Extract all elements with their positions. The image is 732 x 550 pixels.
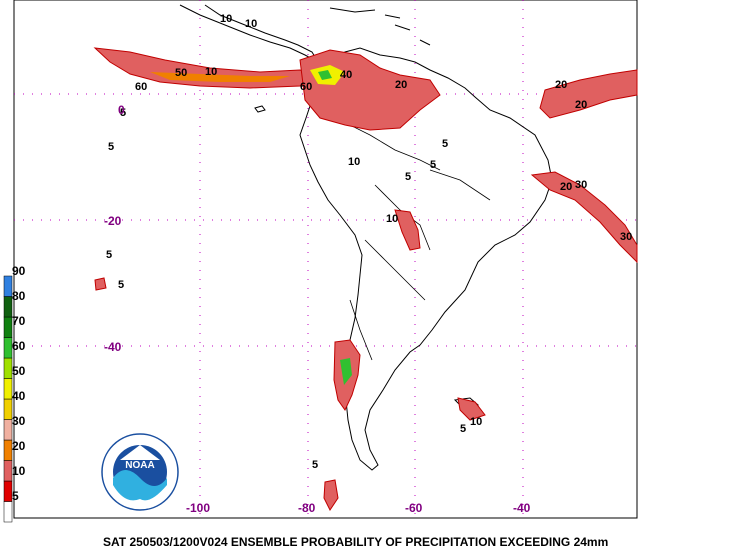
legend-label: 10 bbox=[12, 464, 26, 478]
lat-tick-label: -20 bbox=[104, 214, 122, 228]
contour-label: 20 bbox=[395, 79, 407, 91]
precip-area-falklands bbox=[457, 397, 486, 421]
legend-swatch bbox=[3, 357, 13, 379]
contour-label: 10 bbox=[220, 13, 232, 25]
precip-area-chile-high bbox=[340, 358, 352, 385]
legend-swatch bbox=[3, 275, 13, 297]
south-america-coast bbox=[299, 47, 553, 471]
precip-area-bolivia bbox=[394, 209, 421, 251]
precip-area-west-pacific bbox=[94, 277, 107, 291]
noaa-logo: NOAA bbox=[101, 433, 179, 511]
latitude-tick-labels: 0 -20 -40 bbox=[104, 103, 125, 354]
legend-label: 80 bbox=[12, 289, 26, 303]
contour-label: 20 bbox=[560, 181, 572, 193]
galapagos-islands bbox=[254, 105, 266, 113]
contour-label: 5 bbox=[405, 171, 411, 183]
contour-label: 50 bbox=[175, 67, 187, 79]
legend-swatch bbox=[3, 501, 13, 523]
contour-label: 5 bbox=[120, 107, 126, 119]
precip-area-atlantic-ne bbox=[539, 69, 638, 119]
precip-area-colombia-mid bbox=[318, 70, 332, 80]
contour-label: 5 bbox=[442, 138, 448, 150]
contour-label: 30 bbox=[575, 179, 587, 191]
contour-label: 20 bbox=[555, 79, 567, 91]
legend-swatch bbox=[3, 460, 13, 482]
contour-label: 60 bbox=[300, 81, 312, 93]
contour-label: 5 bbox=[312, 459, 318, 471]
legend-swatch bbox=[3, 316, 13, 338]
legend-labels: 5 10 20 30 40 50 60 70 80 90 bbox=[12, 264, 26, 503]
contour-label: 5 bbox=[108, 141, 114, 153]
legend-swatch bbox=[3, 439, 13, 461]
legend-label: 40 bbox=[12, 389, 26, 403]
map-caption: SAT 250503/1200V024 ENSEMBLE PROBABILITY… bbox=[103, 535, 609, 549]
logo-bird bbox=[120, 445, 160, 460]
precip-area-tierra-del-fuego bbox=[323, 479, 339, 511]
legend-label: 90 bbox=[12, 264, 26, 278]
legend-label: 30 bbox=[12, 414, 26, 428]
legend-swatch bbox=[3, 337, 13, 359]
legend-swatch bbox=[3, 480, 13, 502]
lat-tick-label: 0 bbox=[118, 103, 125, 117]
contour-label: 5 bbox=[430, 159, 436, 171]
contour-labels: 5 5 5 5 5 5 5 5 5 10 10 10 10 10 10 20 2… bbox=[106, 13, 632, 471]
lat-tick-label: -40 bbox=[104, 340, 122, 354]
logo-text: NOAA bbox=[125, 460, 154, 471]
legend-label: 60 bbox=[12, 339, 26, 353]
contour-label: 10 bbox=[205, 66, 217, 78]
precipitation-areas bbox=[93, 47, 638, 511]
contour-label: 30 bbox=[620, 231, 632, 243]
legend-label: 20 bbox=[12, 439, 26, 453]
caribbean-islands bbox=[329, 7, 431, 46]
color-legend bbox=[3, 275, 13, 523]
longitude-tick-labels: -100 -80 -60 -40 bbox=[186, 501, 531, 515]
contour-label: 10 bbox=[470, 416, 482, 428]
precip-area-pacific-core bbox=[150, 72, 290, 82]
legend-swatch bbox=[3, 296, 13, 318]
contour-label: 10 bbox=[348, 156, 360, 168]
legend-swatch bbox=[3, 398, 13, 420]
lon-tick-label: -100 bbox=[186, 501, 210, 515]
contour-label: 5 bbox=[460, 423, 466, 435]
contour-label: 60 bbox=[135, 81, 147, 93]
contour-label: 10 bbox=[245, 18, 257, 30]
lon-tick-label: -40 bbox=[513, 501, 531, 515]
contour-label: 5 bbox=[106, 249, 112, 261]
lon-tick-label: -60 bbox=[405, 501, 423, 515]
lon-tick-label: -80 bbox=[298, 501, 316, 515]
contour-label: 20 bbox=[575, 99, 587, 111]
legend-swatch bbox=[3, 419, 13, 441]
contour-label: 40 bbox=[340, 69, 352, 81]
legend-label: 70 bbox=[12, 314, 26, 328]
contour-label: 10 bbox=[386, 213, 398, 225]
legend-swatch bbox=[3, 378, 13, 400]
logo-wave bbox=[113, 470, 167, 501]
precip-area-colombia bbox=[299, 49, 441, 131]
legend-label: 5 bbox=[12, 489, 19, 503]
legend-label: 50 bbox=[12, 364, 26, 378]
precip-area-brazil-coast bbox=[530, 171, 638, 264]
contour-label: 5 bbox=[118, 279, 124, 291]
